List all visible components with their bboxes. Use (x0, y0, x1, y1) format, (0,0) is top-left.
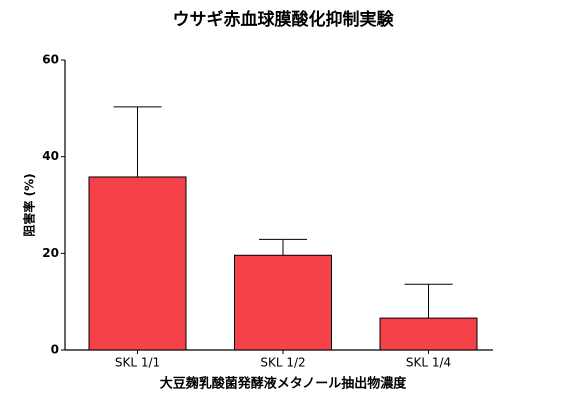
y-tick-label: 60 (42, 53, 59, 67)
x-tick-label: SKL 1/4 (406, 356, 451, 370)
bar (379, 317, 478, 351)
y-axis-label: 阻害率 (%) (22, 173, 37, 236)
y-tick-label: 40 (42, 149, 59, 163)
y-tick-label: 20 (42, 246, 59, 260)
bar (234, 254, 332, 351)
y-tick-label: 0 (51, 343, 59, 357)
x-tick-label: SKL 1/1 (115, 356, 160, 370)
x-axis-label: 大豆麹乳酸菌発酵液メタノール抽出物濃度 (160, 376, 408, 392)
bar (88, 176, 187, 351)
x-tick-label: SKL 1/2 (260, 356, 305, 370)
chart-title: ウサギ赤血球膜酸化抑制実験 (173, 9, 395, 30)
